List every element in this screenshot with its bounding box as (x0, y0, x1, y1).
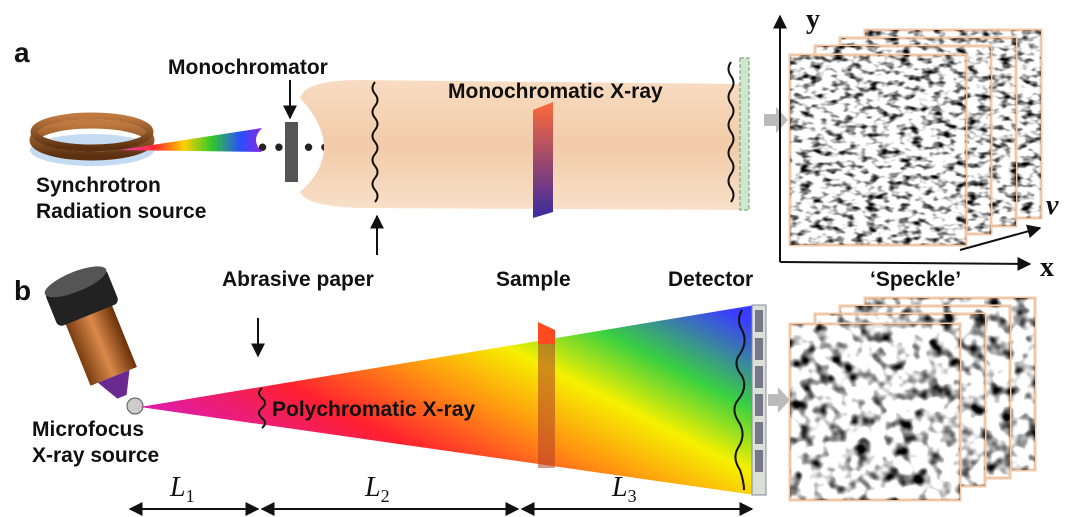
speckle-stack (790, 30, 1041, 245)
distance-subscript: 1 (186, 486, 195, 506)
distance-symbol: L (169, 472, 186, 503)
speckle-label: ‘Speckle’ (870, 268, 961, 291)
detector (740, 58, 749, 210)
distance-symbol: L (364, 472, 381, 503)
detector (752, 305, 766, 495)
distance-label: L2 (364, 472, 390, 506)
beam-label: Polychromatic X-ray (272, 398, 475, 421)
monochromator-label: Monochromator (168, 56, 328, 79)
source-label: Microfocus (32, 418, 144, 441)
axis-label: y (806, 4, 820, 35)
sample (538, 322, 555, 344)
distance-subscript: 3 (628, 486, 637, 506)
abrasive-label: Abrasive paper (222, 268, 374, 291)
axis-label: x (1040, 252, 1054, 283)
dots: • • (258, 132, 283, 162)
sample (533, 102, 553, 218)
source-label: Synchrotron (36, 174, 161, 197)
source-label: Radiation source (36, 200, 206, 223)
beam-label: Monochromatic X-ray (448, 80, 663, 103)
sample-label: Sample (496, 268, 571, 291)
distance-label: L1 (169, 472, 195, 506)
detector-label: Detector (668, 268, 753, 291)
panel-label: b (14, 275, 31, 306)
axis-label: ν (1046, 190, 1059, 221)
panel-label: a (14, 37, 30, 68)
monochromator (285, 122, 298, 182)
speckle-stack (790, 298, 1035, 500)
arrow (764, 107, 788, 133)
sample (538, 344, 555, 468)
source-label: X-ray source (32, 444, 159, 467)
arrow (768, 387, 790, 413)
axis (780, 262, 1030, 264)
distance-symbol: L (611, 472, 628, 503)
source-point (127, 398, 143, 414)
xray-tube (41, 260, 152, 409)
diagram: a • • • • Monochromator Monochromatic X-… (0, 0, 1072, 517)
distance-subscript: 2 (381, 486, 390, 506)
